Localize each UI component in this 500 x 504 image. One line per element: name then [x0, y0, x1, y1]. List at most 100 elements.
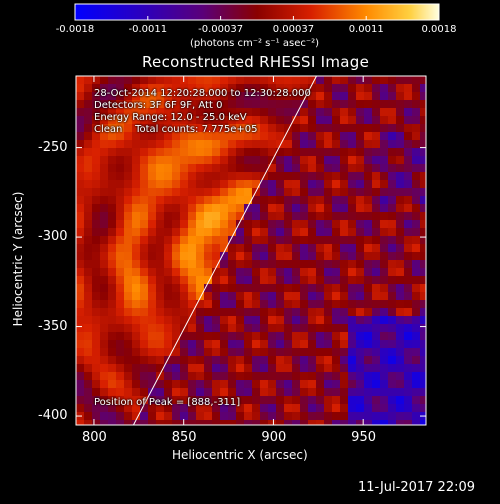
chart-title: Reconstructed RHESSI Image: [142, 53, 370, 71]
heatmap-cell: [244, 260, 252, 268]
heatmap-cell: [412, 308, 420, 316]
heatmap-cell: [380, 292, 388, 300]
heatmap-cell: [420, 340, 426, 348]
heatmap-cell: [284, 76, 292, 84]
heatmap-cell: [380, 316, 388, 324]
heatmap-cell: [308, 372, 316, 380]
heatmap-cell: [268, 332, 276, 340]
heatmap-cell: [196, 84, 204, 92]
heatmap-cell: [92, 244, 100, 252]
heatmap-cell: [100, 132, 108, 140]
heatmap-cell: [348, 412, 356, 420]
heatmap-cell: [308, 84, 316, 92]
heatmap-cell: [420, 164, 426, 172]
heatmap-cell: [204, 140, 212, 148]
heatmap-cell: [124, 316, 132, 324]
heatmap-cell: [404, 84, 412, 92]
heatmap-cell: [140, 148, 148, 156]
heatmap-cell: [108, 284, 116, 292]
heatmap-cell: [404, 412, 412, 420]
heatmap-cell: [332, 356, 340, 364]
heatmap-cell: [388, 188, 396, 196]
heatmap-cell: [116, 236, 124, 244]
heatmap-cell: [284, 364, 292, 372]
heatmap-cell: [204, 284, 212, 292]
heatmap-cell: [132, 340, 140, 348]
heatmap-cell: [76, 308, 84, 316]
heatmap-cell: [92, 396, 100, 404]
heatmap-cell: [180, 292, 188, 300]
heatmap-cell: [332, 308, 340, 316]
heatmap-cell: [396, 300, 404, 308]
heatmap-cell: [140, 108, 148, 116]
heatmap-cell: [380, 420, 388, 425]
heatmap-cell: [364, 84, 372, 92]
heatmap-cell: [284, 396, 292, 404]
plot-frame: [75, 75, 427, 426]
heatmap-cell: [412, 356, 420, 364]
y-tick-label: -250: [38, 139, 68, 155]
heatmap-cell: [292, 292, 300, 300]
heatmap-cell: [332, 380, 340, 388]
heatmap-cell: [132, 204, 140, 212]
heatmap-cell: [300, 364, 308, 372]
heatmap-cell: [348, 164, 356, 172]
heatmap-cell: [244, 204, 252, 212]
heatmap-cell: [332, 92, 340, 100]
heatmap-cell: [108, 364, 116, 372]
heatmap-cell: [164, 412, 172, 420]
heatmap-cell: [228, 236, 236, 244]
heatmap-cell: [380, 172, 388, 180]
heatmap-cell: [396, 372, 404, 380]
heatmap-cell: [276, 100, 284, 108]
x-tick-label: 950: [351, 430, 376, 445]
heatmap-cell: [84, 100, 92, 108]
heatmap-cell: [404, 348, 412, 356]
heatmap-cell: [148, 236, 156, 244]
heatmap-cell: [84, 148, 92, 156]
heatmap-cell: [140, 404, 148, 412]
heatmap-cell: [396, 100, 404, 108]
heatmap-cell: [92, 276, 100, 284]
heatmap-cell: [396, 188, 404, 196]
heatmap-cell: [284, 140, 292, 148]
heatmap-cell: [260, 84, 268, 92]
heatmap-cell: [276, 244, 284, 252]
heatmap-cell: [140, 124, 148, 132]
heatmap-cell: [228, 220, 236, 228]
heatmap-cell: [268, 172, 276, 180]
heatmap-cell: [84, 404, 92, 412]
heatmap-cell: [364, 156, 372, 164]
heatmap-cell: [132, 348, 140, 356]
heatmap-cell: [284, 236, 292, 244]
heatmap-cell: [276, 84, 284, 92]
heatmap-cell: [364, 76, 372, 84]
heatmap-cell: [284, 324, 292, 332]
heatmap-cell: [116, 324, 124, 332]
heatmap-cell: [292, 92, 300, 100]
heatmap-cell: [300, 420, 308, 425]
heatmap-cell: [276, 300, 284, 308]
colorbar-unit-label: (photons cm⁻² s⁻¹ asec⁻²): [190, 38, 320, 49]
heatmap-cell: [172, 404, 180, 412]
heatmap-cell: [324, 332, 332, 340]
heatmap-cell: [332, 316, 340, 324]
heatmap-cell: [228, 260, 236, 268]
heatmap-cell: [172, 180, 180, 188]
heatmap-cell: [268, 236, 276, 244]
heatmap-cell: [108, 108, 116, 116]
heatmap-cell: [140, 292, 148, 300]
heatmap-cell: [172, 124, 180, 132]
heatmap-cell: [236, 76, 244, 84]
heatmap-cell: [340, 180, 348, 188]
heatmap-cell: [84, 412, 92, 420]
heatmap-cell: [260, 332, 268, 340]
heatmap-cell: [100, 404, 108, 412]
heatmap-cell: [84, 388, 92, 396]
heatmap-cell: [372, 340, 380, 348]
heatmap-cell: [100, 180, 108, 188]
heatmap-cell: [276, 380, 284, 388]
heatmap-cell: [220, 396, 228, 404]
heatmap-cell: [236, 388, 244, 396]
heatmap-cell: [228, 300, 236, 308]
